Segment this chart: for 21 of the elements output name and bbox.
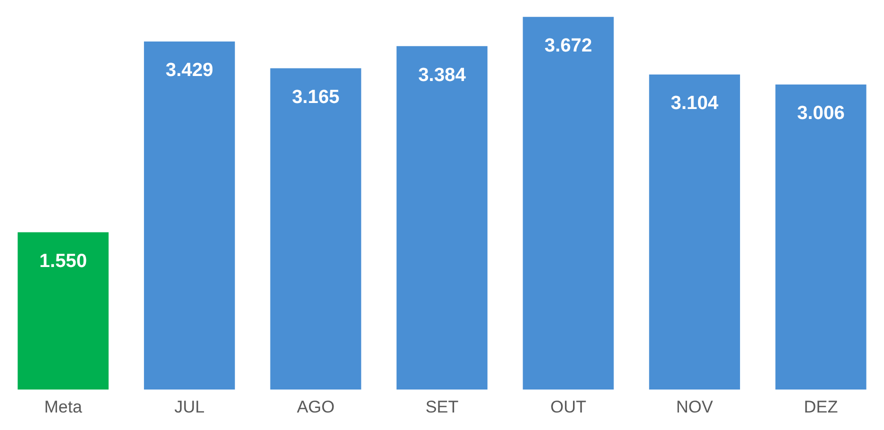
data-label: 3.165 — [292, 87, 340, 108]
x-tick-label: AGO — [296, 397, 335, 416]
x-tick-label: SET — [425, 397, 459, 416]
data-label: 1.550 — [39, 250, 87, 272]
x-tick-label: NOV — [676, 397, 714, 416]
x-tick-label: Meta — [44, 397, 83, 416]
data-label: 3.384 — [418, 64, 466, 86]
data-label: 3.429 — [166, 60, 214, 82]
x-tick-label: DEZ — [804, 397, 838, 416]
bar — [396, 46, 488, 390]
bar — [270, 68, 362, 390]
bar — [775, 84, 866, 390]
x-tick-label: OUT — [550, 397, 586, 416]
data-label: 3.672 — [544, 36, 592, 57]
bar — [144, 42, 235, 390]
bar — [18, 232, 109, 390]
x-tick-label: JUL — [174, 397, 205, 416]
data-label: 3.006 — [797, 103, 845, 124]
data-label: 3.104 — [670, 93, 719, 114]
bar — [649, 74, 740, 390]
bar — [522, 16, 614, 390]
